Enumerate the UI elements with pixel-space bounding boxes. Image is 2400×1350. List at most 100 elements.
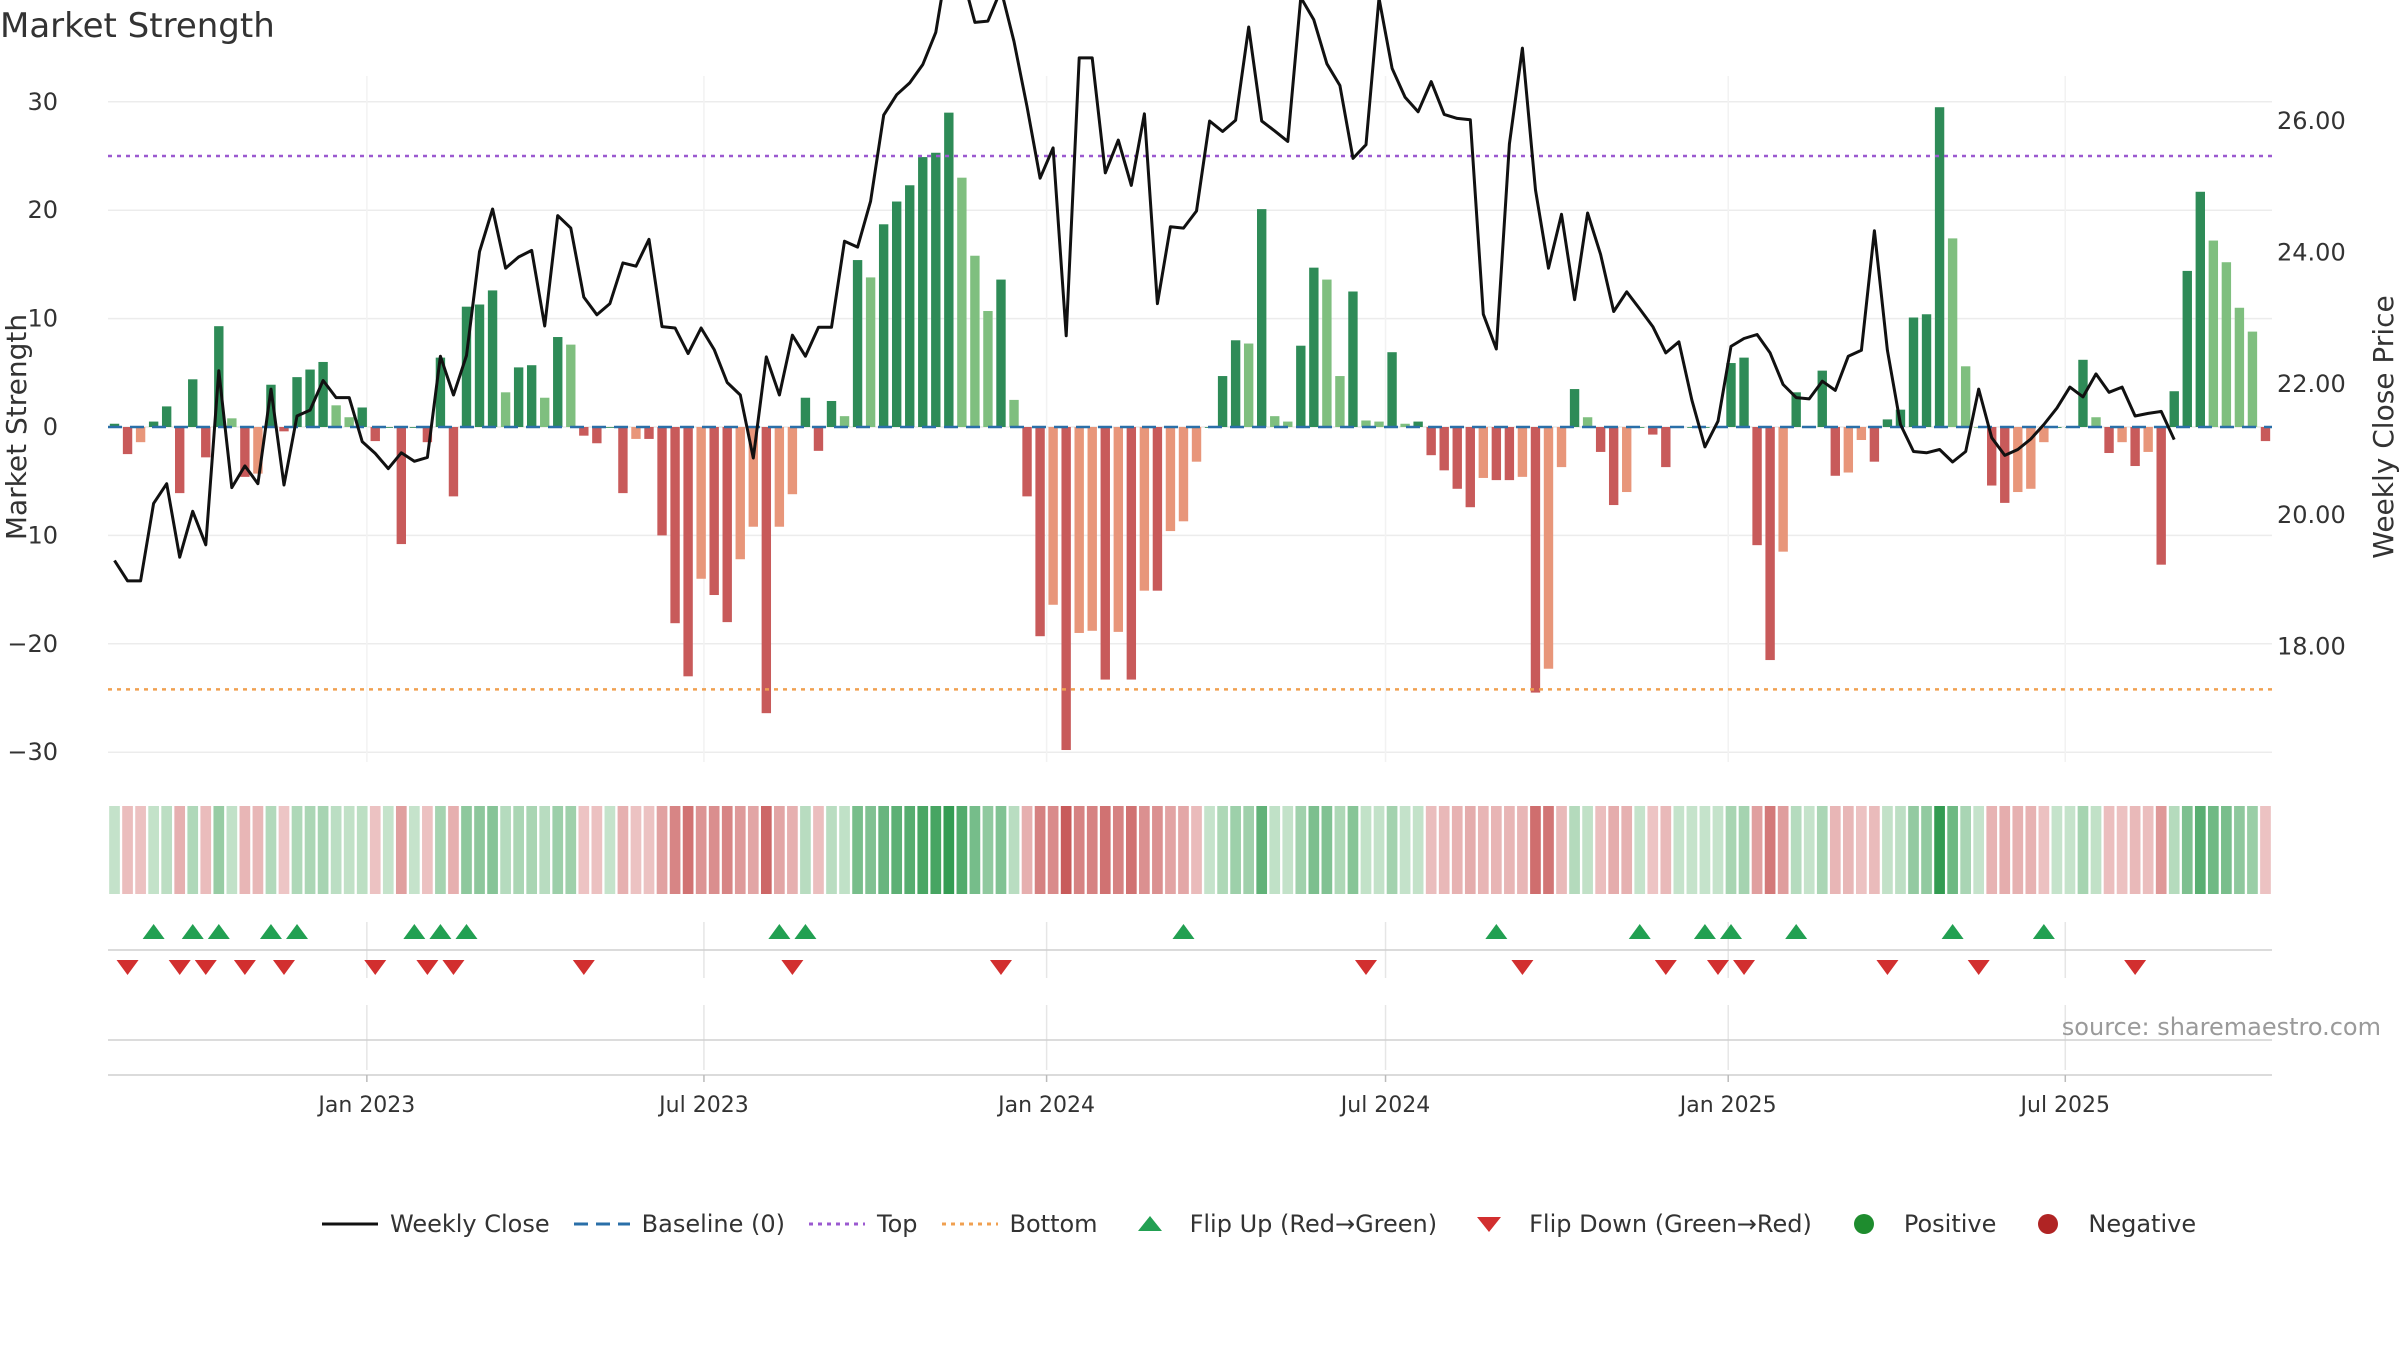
strength-bar bbox=[631, 427, 641, 439]
strength-bar bbox=[787, 427, 798, 495]
heat-cell bbox=[1021, 806, 1033, 894]
heat-cell bbox=[161, 806, 173, 894]
strength-bar bbox=[2000, 427, 2010, 503]
strength-bar bbox=[1452, 427, 1462, 489]
heat-cell bbox=[1269, 806, 1281, 894]
heat-cell bbox=[930, 806, 942, 894]
flip-up-marker bbox=[181, 924, 204, 939]
heat-cell bbox=[1673, 806, 1685, 894]
heat-cell bbox=[435, 806, 446, 894]
heat-cell bbox=[669, 806, 681, 894]
strength-bar bbox=[122, 427, 133, 455]
flip-up-marker bbox=[286, 924, 309, 939]
strength-bar bbox=[1100, 427, 1110, 680]
heat-cell bbox=[2168, 806, 2180, 894]
strength-bar bbox=[983, 311, 993, 427]
strength-bar bbox=[553, 337, 563, 427]
strength-bar bbox=[2182, 270, 2192, 427]
strength-bar bbox=[1622, 427, 1632, 493]
y-tick-label: −30 bbox=[7, 738, 58, 766]
heat-cell bbox=[774, 806, 785, 894]
strength-bar bbox=[1595, 427, 1606, 452]
legend-item: Flip Up (Red→Green) bbox=[1120, 1210, 1437, 1238]
heat-cell bbox=[265, 806, 277, 894]
flip-down-marker bbox=[416, 960, 439, 975]
heat-cell bbox=[1282, 806, 1294, 894]
heat-cell bbox=[1139, 806, 1150, 894]
heat-cell bbox=[1908, 806, 1919, 894]
strength-bar bbox=[1687, 427, 1697, 428]
strength-bar bbox=[500, 392, 511, 427]
heat-cell bbox=[1816, 806, 1828, 894]
y2-tick-label: 24.00 bbox=[2277, 238, 2346, 266]
strength-bar bbox=[592, 427, 602, 444]
heat-cell bbox=[291, 806, 303, 894]
flip-up-marker bbox=[1785, 924, 1808, 939]
heat-cell bbox=[917, 806, 929, 894]
heat-cell bbox=[2064, 806, 2076, 894]
strength-bar bbox=[1009, 399, 1019, 427]
strength-bar bbox=[618, 427, 628, 494]
strength-bar bbox=[1765, 427, 1775, 661]
strength-bar bbox=[461, 306, 472, 427]
heat-cell bbox=[356, 806, 368, 894]
y2-tick-label: 18.00 bbox=[2277, 633, 2346, 661]
heat-cell bbox=[2221, 806, 2232, 894]
heat-cell bbox=[1073, 806, 1085, 894]
heat-cell bbox=[422, 806, 433, 894]
strength-bar bbox=[2130, 427, 2140, 467]
x-tick-label: Jan 2024 bbox=[996, 1093, 1095, 1118]
flip-down-marker bbox=[989, 960, 1012, 975]
heat-cell bbox=[1491, 806, 1502, 894]
strength-bar bbox=[2247, 331, 2258, 427]
strength-bar bbox=[1217, 376, 1228, 427]
heat-cell bbox=[1217, 806, 1228, 894]
strength-bar bbox=[800, 397, 811, 427]
strength-bar bbox=[1361, 420, 1371, 427]
heat-cell bbox=[304, 806, 316, 894]
strength-bar bbox=[1387, 352, 1397, 427]
heat-cell bbox=[1517, 806, 1528, 894]
heat-cell bbox=[591, 806, 603, 894]
strength-bar bbox=[2195, 191, 2205, 427]
heat-cell bbox=[2155, 806, 2167, 894]
strength-bar bbox=[1739, 357, 1749, 427]
strength-bar bbox=[2078, 359, 2088, 427]
strength-bar bbox=[839, 416, 850, 427]
heat-cell bbox=[330, 806, 342, 894]
heat-cell bbox=[1504, 806, 1515, 894]
legend-swatch-icon bbox=[1477, 1217, 1502, 1232]
strength-bar bbox=[566, 344, 576, 427]
heat-cell bbox=[174, 806, 186, 894]
heat-cell bbox=[1660, 806, 1672, 894]
heat-cell bbox=[2025, 806, 2037, 894]
strength-bar bbox=[944, 112, 954, 427]
heat-cell bbox=[904, 806, 916, 894]
flip-down-marker bbox=[1733, 960, 1756, 975]
strength-bar bbox=[761, 427, 772, 714]
heat-cell bbox=[409, 806, 420, 894]
strength-bar bbox=[918, 157, 928, 428]
strength-bar bbox=[683, 427, 693, 677]
heat-cell bbox=[969, 806, 981, 894]
legend-swatch-icon bbox=[2038, 1214, 2059, 1234]
strength-bar bbox=[1791, 392, 1801, 427]
flip-up-marker bbox=[1485, 924, 1508, 939]
flip-up-marker bbox=[1941, 924, 1964, 939]
heat-cell bbox=[343, 806, 355, 894]
strength-bar bbox=[422, 427, 433, 443]
strength-bar bbox=[448, 427, 459, 497]
strength-bar bbox=[1400, 423, 1410, 427]
legend-item: Baseline (0) bbox=[572, 1210, 785, 1238]
heat-cell bbox=[995, 806, 1007, 894]
heat-cell bbox=[487, 806, 498, 894]
heat-cell bbox=[2234, 806, 2245, 894]
heat-cell bbox=[1125, 806, 1137, 894]
strength-bar bbox=[1648, 427, 1658, 435]
heat-cell bbox=[800, 806, 811, 894]
strength-bar bbox=[1491, 427, 1502, 481]
strength-bar bbox=[1504, 427, 1515, 481]
strength-bar bbox=[148, 421, 159, 427]
strength-bar bbox=[957, 177, 967, 427]
heat-cell bbox=[200, 806, 212, 894]
